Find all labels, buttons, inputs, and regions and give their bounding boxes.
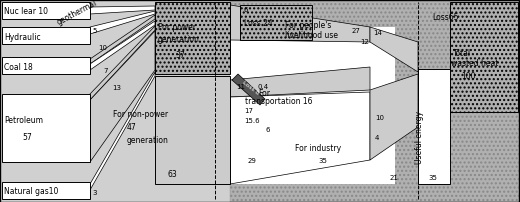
Bar xyxy=(2,58,90,75)
Text: 0.4: 0.4 xyxy=(258,84,269,89)
Polygon shape xyxy=(90,73,155,190)
Text: For non-power: For non-power xyxy=(113,110,168,119)
Text: 27: 27 xyxy=(352,28,361,34)
Bar xyxy=(155,3,230,75)
Text: Loss 8: Loss 8 xyxy=(241,80,259,96)
Text: Natural gas10: Natural gas10 xyxy=(4,187,58,196)
Text: 11: 11 xyxy=(236,84,245,89)
Text: For power: For power xyxy=(158,23,196,32)
Text: 6: 6 xyxy=(244,7,249,13)
Polygon shape xyxy=(370,75,418,160)
Text: transportation 16: transportation 16 xyxy=(245,97,313,106)
Bar xyxy=(2,182,90,199)
Polygon shape xyxy=(90,7,155,15)
Text: Loss 24: Loss 24 xyxy=(244,18,273,27)
Text: 5: 5 xyxy=(92,28,96,34)
Text: Total: Total xyxy=(453,48,471,57)
Polygon shape xyxy=(90,16,155,65)
Bar xyxy=(2,3,90,20)
Text: 6: 6 xyxy=(265,126,269,132)
Bar xyxy=(230,0,520,202)
Polygon shape xyxy=(90,12,155,35)
Text: 35: 35 xyxy=(428,174,437,180)
Text: 3: 3 xyxy=(92,189,97,195)
Text: generation: generation xyxy=(158,34,200,43)
Text: Loss65: Loss65 xyxy=(432,14,459,22)
Text: 37: 37 xyxy=(175,50,185,59)
Text: 57: 57 xyxy=(22,132,32,141)
Bar xyxy=(418,70,450,184)
Polygon shape xyxy=(90,27,155,101)
Text: 13: 13 xyxy=(112,85,121,90)
Text: 14: 14 xyxy=(373,30,382,36)
Text: 47: 47 xyxy=(127,122,137,131)
Text: geothermal: geothermal xyxy=(55,0,98,27)
Text: 29: 29 xyxy=(248,157,257,163)
Bar xyxy=(240,6,312,41)
Text: Useful energy: Useful energy xyxy=(415,111,424,164)
Text: generation: generation xyxy=(127,136,169,145)
Text: livelihood use: livelihood use xyxy=(285,31,338,40)
Bar xyxy=(450,3,518,113)
Polygon shape xyxy=(370,28,418,73)
Text: For industry: For industry xyxy=(295,144,341,153)
Text: 63: 63 xyxy=(168,170,178,179)
Polygon shape xyxy=(232,75,265,105)
Text: Nuc lear 10: Nuc lear 10 xyxy=(4,7,48,16)
Bar xyxy=(2,28,90,45)
Text: 35: 35 xyxy=(318,157,327,163)
Bar xyxy=(230,28,395,184)
Text: 10: 10 xyxy=(375,115,384,120)
Text: 10: 10 xyxy=(98,45,107,51)
Polygon shape xyxy=(230,93,370,184)
Text: For people's: For people's xyxy=(285,20,331,29)
Polygon shape xyxy=(230,6,370,43)
Bar xyxy=(2,95,90,162)
Polygon shape xyxy=(90,32,155,162)
Text: wasted heat: wasted heat xyxy=(451,59,498,68)
Text: Petroleum: Petroleum xyxy=(4,116,43,125)
Polygon shape xyxy=(230,68,370,98)
Text: 4: 4 xyxy=(375,134,380,140)
Bar xyxy=(230,0,520,202)
Text: Hydraulic: Hydraulic xyxy=(4,32,41,41)
Text: 15.6: 15.6 xyxy=(244,117,259,123)
Text: 17: 17 xyxy=(244,107,253,114)
Polygon shape xyxy=(90,22,155,71)
Text: 100: 100 xyxy=(461,72,475,81)
Text: Coal 18: Coal 18 xyxy=(4,62,33,71)
Text: 12: 12 xyxy=(360,39,369,45)
Text: For: For xyxy=(258,89,270,98)
Bar xyxy=(155,77,230,184)
Text: 21: 21 xyxy=(390,174,399,180)
Text: 7: 7 xyxy=(103,68,108,74)
